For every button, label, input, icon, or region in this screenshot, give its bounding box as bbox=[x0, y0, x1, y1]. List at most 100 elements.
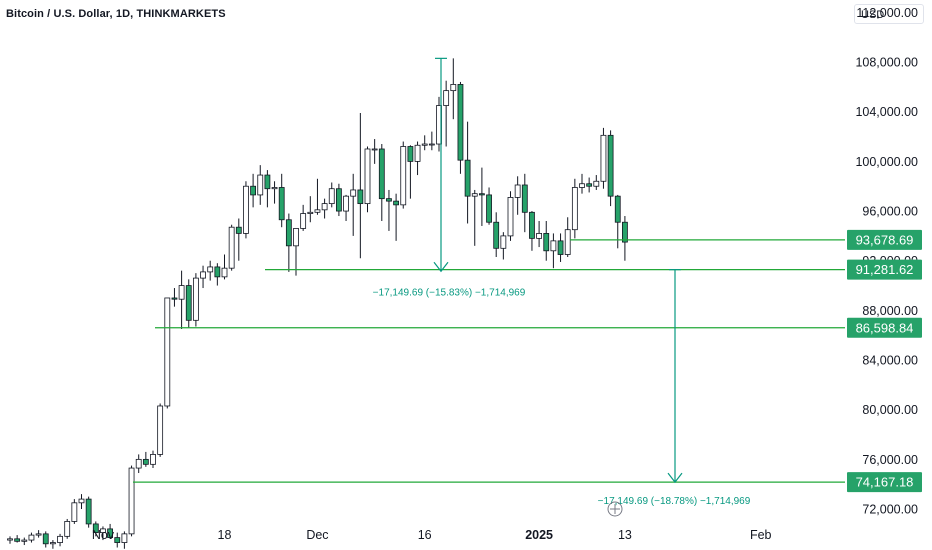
candle-body bbox=[42, 533, 49, 545]
candle-body bbox=[457, 84, 464, 161]
candle-body bbox=[407, 146, 414, 162]
candle-body bbox=[443, 90, 450, 106]
candle-body bbox=[600, 134, 607, 182]
reset-chart-button[interactable] bbox=[607, 501, 623, 517]
candle-body bbox=[622, 221, 628, 243]
candle-body bbox=[529, 211, 535, 239]
candle-body bbox=[121, 533, 128, 543]
candle-body bbox=[328, 188, 335, 205]
candle-body bbox=[586, 183, 593, 187]
price-label-bg bbox=[847, 472, 922, 493]
candle-body bbox=[28, 534, 35, 541]
candle-body bbox=[114, 537, 121, 543]
price-tick-label: 108,000.00 bbox=[855, 56, 918, 70]
candle-body bbox=[64, 521, 71, 537]
candle-body bbox=[50, 542, 56, 545]
price-tick-label: 84,000.00 bbox=[862, 354, 918, 368]
chart-title: Bitcoin / U.S. Dollar, 1D, THINKMARKETS bbox=[6, 8, 226, 20]
price-label: 74,167.18 bbox=[856, 475, 914, 490]
price-tick-label: 104,000.00 bbox=[855, 105, 918, 119]
price-label: 93,678.69 bbox=[856, 232, 914, 247]
candle-body bbox=[343, 195, 349, 212]
candle-body bbox=[393, 200, 400, 206]
price-label-bg bbox=[847, 317, 922, 338]
measure-label: −17,149.69 (−18.78%) −1,714,969 bbox=[598, 496, 751, 507]
candle-body bbox=[107, 528, 113, 538]
candle-body bbox=[371, 148, 378, 151]
candle-body bbox=[500, 235, 507, 249]
candle-body bbox=[35, 533, 42, 536]
candle-body bbox=[207, 266, 214, 273]
candle-body bbox=[228, 226, 235, 269]
target-icon bbox=[607, 501, 623, 517]
candle-body bbox=[57, 535, 63, 543]
candle-body bbox=[285, 219, 292, 247]
candle-body bbox=[171, 297, 178, 300]
time-tick-label: Nov bbox=[92, 528, 115, 542]
candle-body bbox=[78, 498, 85, 504]
candle-body bbox=[235, 226, 242, 234]
candle-body bbox=[335, 188, 342, 212]
time-tick-label: 2025 bbox=[525, 528, 553, 542]
candle-body bbox=[100, 528, 106, 534]
horizontal-lines bbox=[133, 239, 845, 483]
candle-body bbox=[493, 221, 500, 249]
candle-body bbox=[157, 405, 164, 455]
candle-body bbox=[71, 502, 78, 522]
price-label: 86,598.84 bbox=[856, 320, 914, 335]
candle-body bbox=[221, 267, 228, 278]
candle-body bbox=[571, 187, 578, 231]
price-axis: 72,000.00 76,000.00 80,000.00 84,000.00 88,0… bbox=[855, 6, 918, 517]
candle-body bbox=[550, 240, 557, 252]
candle-body bbox=[557, 240, 564, 255]
candle-body bbox=[278, 187, 285, 221]
candle-body bbox=[200, 271, 206, 279]
candle-body bbox=[450, 84, 457, 92]
candle-body bbox=[264, 174, 271, 190]
candle-body bbox=[150, 454, 156, 465]
candle-body bbox=[350, 189, 357, 197]
price-labels: 93,678.69 91,281.62 86,598.84 74,167.18 bbox=[847, 229, 922, 493]
time-tick-label: 13 bbox=[618, 528, 632, 542]
candle-body bbox=[271, 187, 278, 190]
time-axis: Nov 18 Dec 16 2025 13 Feb bbox=[92, 528, 772, 542]
candle-body bbox=[321, 203, 328, 211]
time-tick-label: Dec bbox=[306, 528, 328, 542]
candle-body bbox=[414, 144, 421, 162]
time-tick-label: Feb bbox=[750, 528, 772, 542]
candle-body bbox=[357, 189, 364, 205]
candle-body bbox=[378, 148, 385, 200]
candle-body bbox=[307, 211, 314, 214]
candle-body bbox=[192, 277, 199, 321]
price-tick-label: 96,000.00 bbox=[862, 205, 918, 219]
candle-body bbox=[428, 143, 435, 146]
candle-body bbox=[92, 523, 99, 534]
price-tick-label: 112,000.00 bbox=[856, 6, 918, 20]
candle-body bbox=[564, 229, 571, 255]
candle-body bbox=[21, 539, 28, 542]
candle-body bbox=[478, 193, 485, 196]
candle-body bbox=[128, 467, 135, 535]
candle-body bbox=[185, 285, 192, 321]
candle-body bbox=[293, 228, 299, 247]
candle-body bbox=[536, 233, 542, 239]
currency-selector[interactable]: USD bbox=[854, 4, 924, 24]
price-tick-label: 80,000.00 bbox=[862, 403, 918, 417]
candle-body bbox=[593, 180, 600, 187]
candle-body bbox=[135, 458, 142, 469]
price-tick-label: 88,000.00 bbox=[862, 304, 918, 318]
measure-label: −17,149.69 (−15.83%) −1,714,969 bbox=[373, 287, 526, 298]
candle-body bbox=[142, 458, 149, 465]
candle-body bbox=[314, 209, 321, 213]
price-label-bg bbox=[847, 259, 922, 280]
candle-body bbox=[364, 148, 371, 205]
candle-body bbox=[521, 184, 528, 213]
candle-body bbox=[257, 174, 264, 196]
measure-arrow bbox=[667, 472, 683, 484]
price-tick-label: 76,000.00 bbox=[862, 453, 918, 467]
candle-body bbox=[400, 146, 407, 206]
price-tick-label: 100,000.00 bbox=[855, 155, 918, 169]
candle-body bbox=[250, 185, 257, 196]
candle-body bbox=[486, 194, 492, 223]
